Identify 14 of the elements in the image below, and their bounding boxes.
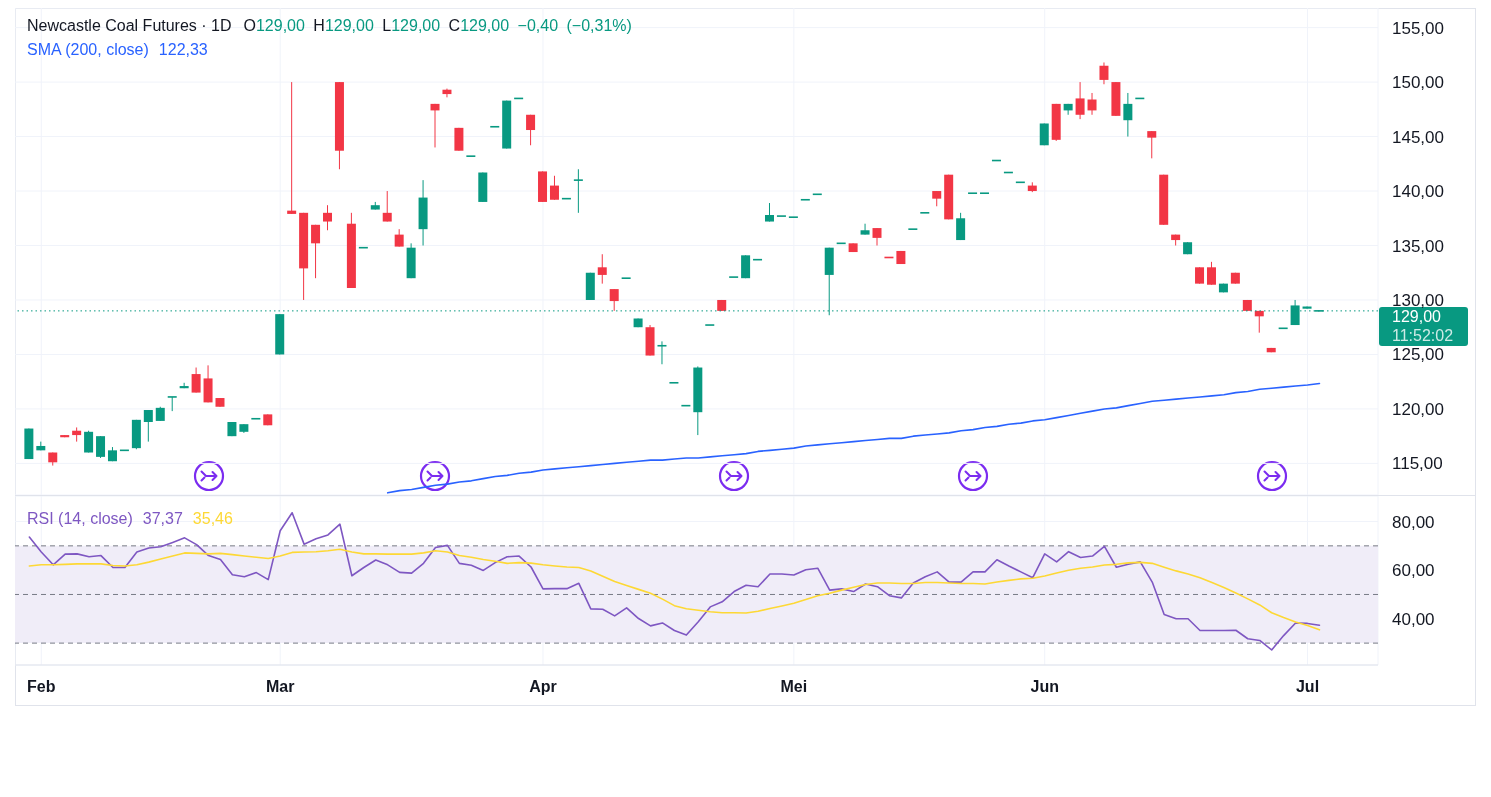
line-series xyxy=(28,548,1321,631)
x-tick-label: Jul xyxy=(1295,678,1320,696)
y-tick-label: 80,00 xyxy=(1392,512,1435,532)
y-tick-label: 60,00 xyxy=(1392,561,1435,581)
y-tick-label: 40,00 xyxy=(1392,609,1435,629)
x-tick-label: Mei xyxy=(780,678,808,696)
x-tick-label: Feb xyxy=(27,678,56,696)
line-series xyxy=(28,511,1321,651)
x-tick-label: Mar xyxy=(265,678,295,696)
series-label: RSI (14, close) xyxy=(27,510,133,527)
x-tick-label: Jun xyxy=(1030,678,1059,696)
annotation: 35,46 xyxy=(192,510,233,527)
x-tick-label: Apr xyxy=(529,678,557,696)
annotation: 37,37 xyxy=(142,510,183,527)
